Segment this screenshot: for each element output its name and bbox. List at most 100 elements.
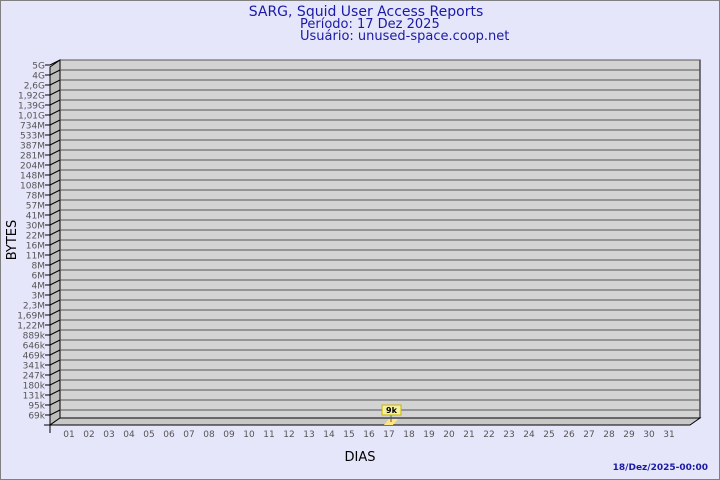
- x-tick-label: 16: [363, 430, 375, 440]
- x-tick-label: 12: [283, 430, 294, 440]
- y-tick-depth: [49, 69, 61, 76]
- y-tick-depth: [49, 199, 61, 206]
- y-tick-depth: [49, 359, 61, 366]
- y-tick-label: 69k: [28, 412, 45, 422]
- x-tick-label: 04: [123, 430, 135, 440]
- y-tick-label: 11M: [26, 252, 45, 262]
- x-tick-label: 11: [263, 430, 274, 440]
- y-tick-depth: [49, 379, 61, 386]
- y-tick-depth: [49, 289, 61, 296]
- y-tick-label: 1,39G: [18, 102, 45, 112]
- y-tick-depth: [49, 129, 61, 136]
- y-tick-depth: [49, 79, 61, 86]
- y-tick-depth: [49, 109, 61, 116]
- y-tick-label: 387M: [20, 142, 45, 152]
- y-tick-label: 131k: [23, 392, 46, 402]
- y-tick-depth: [49, 269, 61, 276]
- y-tick-depth: [49, 59, 61, 66]
- y-tick-depth: [49, 229, 61, 236]
- y-tick-depth: [49, 189, 61, 196]
- y-tick-depth: [49, 329, 61, 336]
- y-tick-label: 1,69M: [17, 312, 45, 322]
- y-tick-label: 108M: [20, 182, 45, 192]
- y-tick-depth: [49, 169, 61, 176]
- y-tick-label: 180k: [23, 382, 46, 392]
- y-tick-label: 4M: [32, 282, 46, 292]
- chart-title: SARG, Squid User Access Reports: [249, 4, 484, 20]
- y-tick-label: 30M: [26, 222, 45, 232]
- x-tick-label: 17: [383, 430, 394, 440]
- x-tick-label: 21: [463, 430, 474, 440]
- x-tick-label: 29: [623, 430, 635, 440]
- y-tick-label: 1,22M: [17, 322, 45, 332]
- y-tick-depth: [49, 149, 61, 156]
- y-tick-depth: [49, 159, 61, 166]
- x-tick-label: 31: [663, 430, 674, 440]
- x-tick-label: 23: [503, 430, 514, 440]
- y-tick-label: 57M: [26, 202, 45, 212]
- y-tick-label: 5G: [32, 62, 45, 72]
- x-tick-label: 02: [83, 430, 94, 440]
- y-tick-label: 281M: [20, 152, 45, 162]
- x-tick-label: 25: [543, 430, 554, 440]
- chart-subtitle-user: Usuário: unused-space.coop.net: [300, 29, 509, 44]
- x-tick-label: 06: [163, 430, 175, 440]
- x-tick-label: 09: [223, 430, 235, 440]
- y-tick-label: 22M: [26, 232, 45, 242]
- y-tick-depth: [49, 339, 61, 346]
- x-tick-label: 26: [563, 430, 575, 440]
- y-tick-label: 1,92G: [18, 92, 45, 102]
- plot-floor: [48, 417, 702, 426]
- y-tick-label: 247k: [23, 372, 46, 382]
- x-tick-label: 30: [643, 430, 655, 440]
- x-tick-label: 27: [583, 430, 594, 440]
- y-tick-label: 341k: [23, 362, 46, 372]
- y-tick-depth: [49, 299, 61, 306]
- y-tick-label: 16M: [26, 242, 45, 252]
- y-tick-depth: [49, 179, 61, 186]
- y-tick-label: 469k: [23, 352, 46, 362]
- y-tick-depth: [49, 309, 61, 316]
- x-tick-label: 01: [63, 430, 74, 440]
- y-tick-depth: [49, 399, 61, 406]
- y-tick-depth: [49, 139, 61, 146]
- y-tick-depth: [49, 409, 61, 416]
- y-tick-depth: [49, 349, 61, 356]
- x-tick-label: 08: [203, 430, 215, 440]
- y-tick-depth: [49, 219, 61, 226]
- x-tick-label: 05: [143, 430, 154, 440]
- x-tick-label: 28: [603, 430, 615, 440]
- x-tick-label: 03: [103, 430, 114, 440]
- y-tick-label: 889k: [23, 332, 46, 342]
- chart-subtitle-period: Período: 17 Dez 2025: [300, 17, 440, 32]
- y-tick-depth: [49, 209, 61, 216]
- y-tick-label: 533M: [20, 132, 45, 142]
- y-tick-depth: [49, 89, 61, 96]
- plot-back-wall: [59, 59, 701, 419]
- y-tick-depth: [49, 279, 61, 286]
- bar-label-box: [381, 404, 402, 416]
- x-tick-label: 07: [183, 430, 194, 440]
- y-tick-depth: [49, 239, 61, 246]
- y-tick-label: 646k: [23, 342, 46, 352]
- y-tick-label: 734M: [20, 122, 45, 132]
- y-tick-depth: [49, 259, 61, 266]
- x-tick-label: 20: [443, 430, 455, 440]
- x-tick-label: 15: [343, 430, 354, 440]
- x-tick-label: 24: [523, 430, 535, 440]
- x-tick-label: 22: [483, 430, 494, 440]
- x-tick-label: 18: [403, 430, 415, 440]
- y-tick-label: 8M: [32, 262, 46, 272]
- y-tick-label: 41M: [26, 212, 45, 222]
- x-tick-label: 10: [243, 430, 255, 440]
- y-tick-label: 2,3M: [23, 302, 45, 312]
- y-axis-label: BYTES: [5, 220, 20, 261]
- y-tick-label: 95k: [28, 402, 45, 412]
- y-tick-depth: [49, 319, 61, 326]
- bar-label: 9k: [386, 406, 398, 415]
- y-tick-depth: [49, 119, 61, 126]
- y-tick-label: 2,6G: [24, 82, 45, 92]
- y-tick-label: 3M: [32, 292, 46, 302]
- y-tick-label: 1,01G: [18, 112, 45, 122]
